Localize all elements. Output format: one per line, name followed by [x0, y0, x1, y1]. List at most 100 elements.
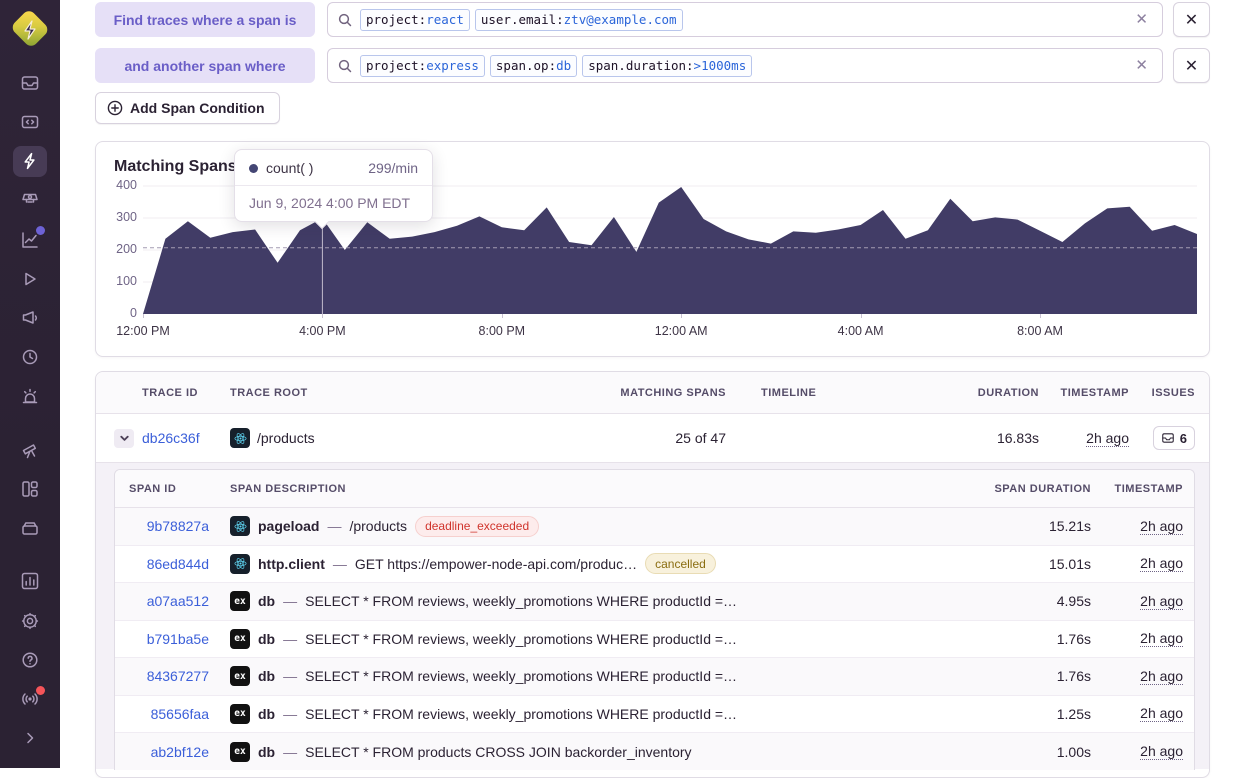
filter-token[interactable]: user.email: ztv@example.com	[474, 8, 683, 31]
help-icon[interactable]	[13, 644, 47, 675]
span-id-link[interactable]: a07aa512	[146, 593, 209, 610]
span-row[interactable]: 86ed844d http.client — GET https://empow…	[115, 546, 1194, 583]
col-trace-root: TRACE ROOT	[230, 386, 308, 399]
traces-table-header: TRACE ID TRACE ROOT MATCHING SPANS TIMEL…	[96, 372, 1209, 414]
col-duration: DURATION	[977, 386, 1039, 399]
filter-token[interactable]: span.duration: >1000ms	[582, 54, 753, 77]
span-id-link[interactable]: ab2bf12e	[150, 743, 209, 760]
matching-spans-chart-panel: Matching Spans 0 100 200 300 400 12:00 PM 4:00…	[95, 141, 1210, 357]
span-duration: 4.95s	[1056, 593, 1091, 610]
filter-token[interactable]: span.op: db	[489, 54, 578, 77]
span-row[interactable]: ab2bf12e ex db — SELECT * FROM products …	[115, 733, 1194, 770]
span-op: db	[258, 705, 276, 722]
insights-icon[interactable]	[13, 224, 47, 255]
issues-icon	[1161, 433, 1174, 443]
releases-icon[interactable]	[13, 513, 47, 544]
span-id-link[interactable]: b791ba5e	[146, 630, 209, 647]
span-op: db	[258, 630, 276, 647]
clear-search-icon[interactable]: ✕	[1135, 57, 1148, 74]
issues-count-badge[interactable]: 6	[1152, 426, 1195, 450]
span-search-input-1[interactable]: project: react user.email: ztv@example.com…	[327, 2, 1163, 37]
sentry-logo-icon[interactable]	[9, 8, 51, 49]
span-description: SELECT * FROM reviews, weekly_promotions…	[305, 630, 738, 647]
projects-icon[interactable]	[13, 106, 47, 137]
span-condition-label-1: Find traces where a span is	[95, 2, 315, 37]
spans-table-header: SPAN ID SPAN DESCRIPTION SPAN DURATION T…	[115, 470, 1194, 508]
span-description: SELECT * FROM reviews, weekly_promotions…	[305, 705, 738, 722]
express-platform-icon: ex	[230, 666, 250, 687]
settings-gear-icon[interactable]	[13, 605, 47, 636]
matching-spans-count: 25 of 47	[675, 430, 726, 446]
replays-icon[interactable]	[13, 263, 47, 294]
alerts-icon[interactable]	[13, 381, 47, 412]
trace-id-link[interactable]: db26c36f	[142, 430, 200, 446]
span-duration: 15.21s	[1048, 518, 1091, 535]
trace-root-name: /products	[257, 430, 315, 446]
filter-token[interactable]: project: express	[360, 54, 485, 77]
span-row[interactable]: 9b78827a pageload — /products deadline_e…	[115, 508, 1194, 546]
span-description: SELECT * FROM reviews, weekly_promotions…	[305, 593, 738, 610]
span-status-badge: deadline_exceeded	[415, 515, 540, 537]
collapse-trace-chevron-icon[interactable]	[114, 428, 134, 448]
series-dot-icon	[249, 163, 258, 173]
dashboards-icon[interactable]	[13, 473, 47, 504]
y-axis-tick-label: 300	[116, 210, 137, 224]
span-search-input-2[interactable]: project: express span.op: db span.duration…	[327, 48, 1163, 83]
span-timestamp: 2h ago	[1140, 743, 1183, 761]
trace-row[interactable]: db26c36f /products 25 of 47 16.83s 2h ag…	[96, 414, 1209, 462]
x-axis-tick-label: 4:00 AM	[837, 324, 884, 338]
span-timestamp: 2h ago	[1140, 555, 1183, 573]
span-id-link[interactable]: 86ed844d	[146, 555, 209, 572]
col-issues: ISSUES	[1151, 386, 1195, 399]
span-timestamp: 2h ago	[1140, 517, 1183, 535]
sidebar-collapse-icon[interactable]	[13, 723, 47, 754]
span-op: db	[258, 593, 276, 610]
filter-token[interactable]: project: react	[360, 8, 470, 31]
explore-traces-icon[interactable]	[13, 145, 47, 177]
add-span-condition-button[interactable]: Add Span Condition	[95, 92, 280, 124]
span-description: /products	[349, 518, 408, 535]
span-id-link[interactable]: 84367277	[146, 668, 209, 685]
col-span-description: SPAN DESCRIPTION	[230, 482, 346, 495]
remove-condition-button-2[interactable]: ✕	[1173, 48, 1210, 83]
span-duration: 1.76s	[1056, 668, 1091, 685]
trace-timestamp: 2h ago	[1086, 429, 1129, 447]
express-platform-icon: ex	[230, 591, 250, 612]
span-description: SELECT * FROM products CROSS JOIN backor…	[305, 743, 692, 760]
x-axis-tick-label: 4:00 PM	[299, 324, 346, 338]
remove-condition-button-1[interactable]: ✕	[1173, 2, 1210, 37]
issues-icon[interactable]	[13, 67, 47, 98]
col-span-duration: SPAN DURATION	[994, 482, 1091, 495]
span-row[interactable]: 84367277 ex db — SELECT * FROM reviews, …	[115, 658, 1194, 696]
clear-search-icon[interactable]: ✕	[1135, 11, 1148, 28]
span-row[interactable]: a07aa512 ex db — SELECT * FROM reviews, …	[115, 583, 1194, 621]
x-axis-tick-label: 8:00 PM	[478, 324, 526, 338]
span-op: db	[258, 743, 276, 760]
y-axis-tick-label: 100	[116, 274, 137, 288]
expanded-spans-section: SPAN ID SPAN DESCRIPTION SPAN DURATION T…	[96, 462, 1209, 770]
spans-table: SPAN ID SPAN DESCRIPTION SPAN DURATION T…	[114, 469, 1195, 770]
span-id-link[interactable]: 9b78827a	[146, 518, 209, 535]
discover-icon[interactable]	[13, 434, 47, 465]
sidebar	[0, 0, 60, 768]
area-chart[interactable]: 0 100 200 300 400 12:00 PM 4:00 PM 8:00 PM 12:00…	[116, 178, 1197, 338]
span-description: GET https://empower-node-api.com/produc…	[354, 555, 638, 572]
col-span-id: SPAN ID	[129, 482, 177, 495]
feedback-icon[interactable]	[13, 302, 47, 333]
span-op: http.client	[258, 555, 325, 572]
span-id-link[interactable]: 85656faa	[150, 705, 209, 722]
chart-title: Matching Spans	[114, 158, 237, 175]
span-duration: 1.00s	[1056, 743, 1091, 760]
react-platform-icon	[230, 516, 250, 537]
span-row[interactable]: b791ba5e ex db — SELECT * FROM reviews, …	[115, 621, 1194, 658]
crons-icon[interactable]	[13, 342, 47, 373]
span-description: SELECT * FROM reviews, weekly_promotions…	[305, 668, 738, 685]
col-span-timestamp: TIMESTAMP	[1114, 482, 1183, 495]
express-platform-icon: ex	[230, 703, 250, 724]
trace-duration: 16.83s	[996, 430, 1039, 446]
stats-icon[interactable]	[13, 566, 47, 597]
profiling-icon[interactable]	[13, 185, 47, 216]
whats-new-broadcast-icon[interactable]	[13, 684, 47, 715]
y-axis-tick-label: 200	[116, 242, 137, 256]
span-row[interactable]: 85656faa ex db — SELECT * FROM reviews, …	[115, 696, 1194, 733]
